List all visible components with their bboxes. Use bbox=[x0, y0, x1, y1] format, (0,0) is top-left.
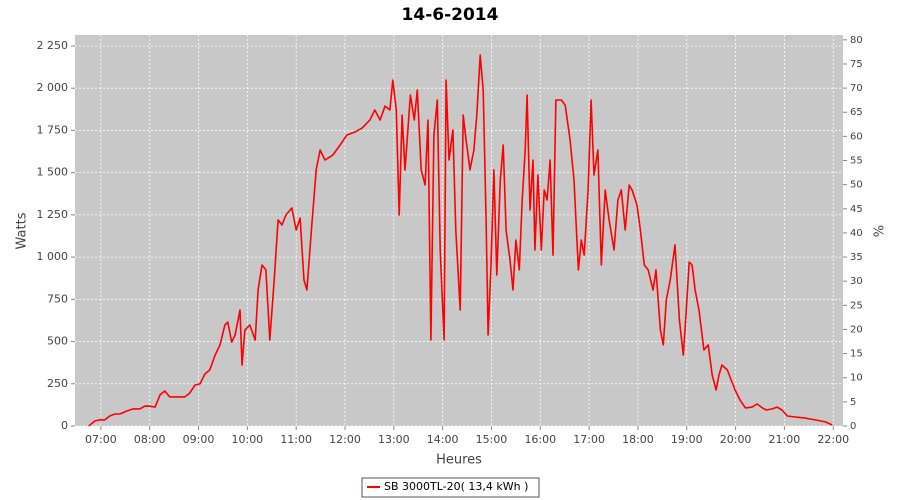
x-tick-label: 08:00 bbox=[134, 433, 166, 446]
y2-tick-label: 75 bbox=[850, 59, 863, 70]
legend-label: SB 3000TL-20( 13,4 kWh ) bbox=[384, 480, 528, 493]
x-tick-label: 10:00 bbox=[231, 433, 263, 446]
x-tick-label: 22:00 bbox=[817, 433, 849, 446]
legend-box bbox=[361, 477, 540, 498]
plot-area bbox=[75, 35, 843, 426]
x-tick-label: 21:00 bbox=[769, 433, 801, 446]
y-tick-label: 1 500 bbox=[37, 166, 69, 179]
y2-tick-label: 0 bbox=[850, 421, 856, 432]
y-tick-label: 250 bbox=[47, 377, 68, 390]
y2-tick-label: 15 bbox=[850, 349, 863, 360]
y2-tick-label: 30 bbox=[850, 276, 863, 287]
x-tick-label: 14:00 bbox=[427, 433, 459, 446]
y-tick-label: 0 bbox=[61, 419, 68, 432]
series-line bbox=[88, 54, 833, 427]
x-tick-label: 18:00 bbox=[622, 433, 654, 446]
y-tick-label: 1 000 bbox=[37, 250, 69, 263]
y2-tick-label: 40 bbox=[850, 228, 863, 239]
y2-tick-label: 25 bbox=[850, 300, 863, 311]
y2-tick-label: 55 bbox=[850, 156, 863, 167]
y2-tick-label: 50 bbox=[850, 180, 863, 191]
y-tick-label: 2 250 bbox=[37, 39, 69, 52]
y2-tick-label: 20 bbox=[850, 324, 863, 335]
y-tick-label: 1 250 bbox=[37, 208, 69, 221]
x-axis-label: Heures bbox=[436, 453, 482, 468]
y-tick-label: 2 000 bbox=[37, 81, 69, 94]
x-tick-label: 11:00 bbox=[280, 433, 312, 446]
y2-tick-label: 45 bbox=[850, 204, 863, 215]
x-tick-label: 17:00 bbox=[573, 433, 605, 446]
chart-title: 14-6-2014 bbox=[402, 5, 499, 25]
plot bbox=[88, 54, 833, 427]
y2-tick-label: 10 bbox=[850, 373, 863, 384]
legend: SB 3000TL-20( 13,4 kWh ) bbox=[361, 477, 540, 498]
y-tick-label: 750 bbox=[47, 292, 68, 305]
y-axis-label: Watts bbox=[15, 212, 30, 249]
x-tick-label: 12:00 bbox=[329, 433, 361, 446]
x-tick-label: 07:00 bbox=[85, 433, 117, 446]
x-tick-label: 09:00 bbox=[183, 433, 215, 446]
y2-tick-label: 5 bbox=[850, 397, 856, 408]
y-tick-label: 1 750 bbox=[37, 123, 69, 136]
y2-tick-label: 60 bbox=[850, 131, 863, 142]
x-tick-label: 15:00 bbox=[476, 433, 508, 446]
x-tick-label: 13:00 bbox=[378, 433, 410, 446]
y2-axis-label: % bbox=[873, 225, 888, 237]
x-tick-label: 16:00 bbox=[524, 433, 556, 446]
y-tick-label: 500 bbox=[47, 335, 68, 348]
y2-tick-label: 65 bbox=[850, 107, 863, 118]
x-tick-label: 20:00 bbox=[720, 433, 752, 446]
y2-tick-label: 80 bbox=[850, 35, 863, 46]
y2-tick-label: 70 bbox=[850, 83, 863, 94]
grid: 07:00 08:00 09:00 10:00 11:00 12:00 13:00 14:00… bbox=[37, 35, 863, 446]
x-tick-label: 19:00 bbox=[671, 433, 703, 446]
y2-tick-label: 35 bbox=[850, 252, 863, 263]
